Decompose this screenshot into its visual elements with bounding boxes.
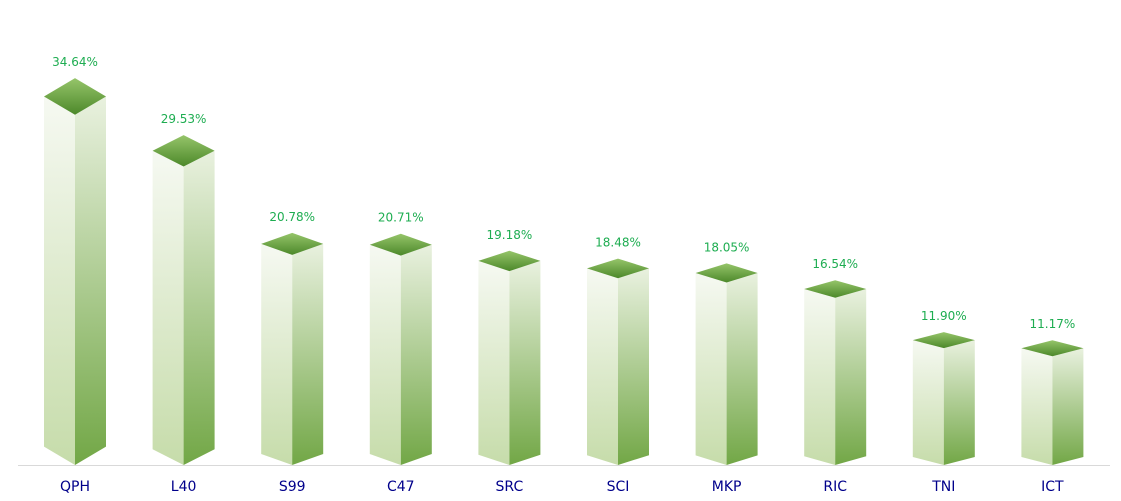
bar-left-face — [1021, 348, 1053, 465]
bar-cap — [912, 332, 975, 349]
bar-left-face — [44, 96, 75, 465]
category-label: L40 — [171, 479, 197, 495]
bar-right-face — [400, 244, 432, 465]
bar-cap — [369, 233, 432, 256]
bar-column-l40: 29.53% L40 — [152, 112, 215, 495]
value-label: 20.71% — [378, 211, 424, 225]
value-label: 11.90% — [921, 309, 967, 323]
bar-cap — [587, 258, 649, 279]
category-label: C47 — [387, 479, 415, 495]
bar-cap — [261, 232, 324, 255]
bar-left-face — [369, 244, 401, 465]
bar-right-face — [726, 273, 758, 465]
bar-left-face — [804, 289, 836, 465]
bar-column-src: 19.18% SRC — [478, 228, 541, 495]
bar-left-face — [912, 340, 944, 465]
bar-column-mkp: 18.05% MKP — [695, 240, 758, 495]
bar-column-s99: 20.78% S99 — [261, 210, 324, 495]
bar-column-sci: 18.48% SCI — [587, 236, 649, 495]
bar-right-face — [509, 260, 541, 465]
bar-right-face — [183, 150, 215, 466]
bar-cap — [478, 250, 541, 272]
category-label: RIC — [823, 479, 847, 495]
value-label: 16.54% — [812, 257, 858, 271]
bar-right-face — [943, 340, 975, 465]
bar-left-face — [152, 150, 184, 466]
value-label: 34.64% — [52, 55, 98, 69]
bar-left-face — [261, 243, 293, 465]
value-label: 20.78% — [269, 210, 315, 224]
bar-column-tni: 11.90% TNI — [912, 309, 975, 495]
value-label: 19.18% — [487, 228, 533, 242]
category-label: MKP — [712, 479, 742, 495]
bar-cap — [152, 135, 215, 167]
value-label: 11.17% — [1030, 317, 1076, 331]
category-label: TNI — [931, 479, 955, 495]
bar-left-face — [587, 268, 618, 465]
value-label: 18.48% — [595, 236, 641, 250]
bar-left-face — [695, 273, 727, 465]
bar-right-face — [618, 268, 649, 465]
bar-left-face — [478, 260, 510, 465]
bar-column-qph: 34.64% QPH — [44, 55, 106, 495]
bar-right-face — [835, 289, 867, 465]
category-label: S99 — [279, 479, 306, 495]
bar-right-face — [75, 96, 106, 465]
bar-cap — [1021, 340, 1084, 357]
bar-right-face — [292, 243, 324, 465]
bar-right-face — [1052, 348, 1084, 465]
bar-column-ict: 11.17% ICT — [1021, 317, 1084, 495]
category-label: ICT — [1041, 479, 1064, 495]
bar-column-ric: 16.54% RIC — [804, 257, 867, 495]
value-label: 29.53% — [161, 112, 207, 126]
bar-cap — [804, 280, 867, 298]
category-label: QPH — [60, 479, 90, 495]
bar-cap — [44, 78, 106, 115]
category-label: SCI — [607, 479, 630, 495]
value-label: 18.05% — [704, 240, 750, 254]
bar-cap — [695, 263, 758, 283]
category-label: SRC — [496, 479, 524, 495]
bar-column-c47: 20.71% C47 — [369, 211, 432, 495]
